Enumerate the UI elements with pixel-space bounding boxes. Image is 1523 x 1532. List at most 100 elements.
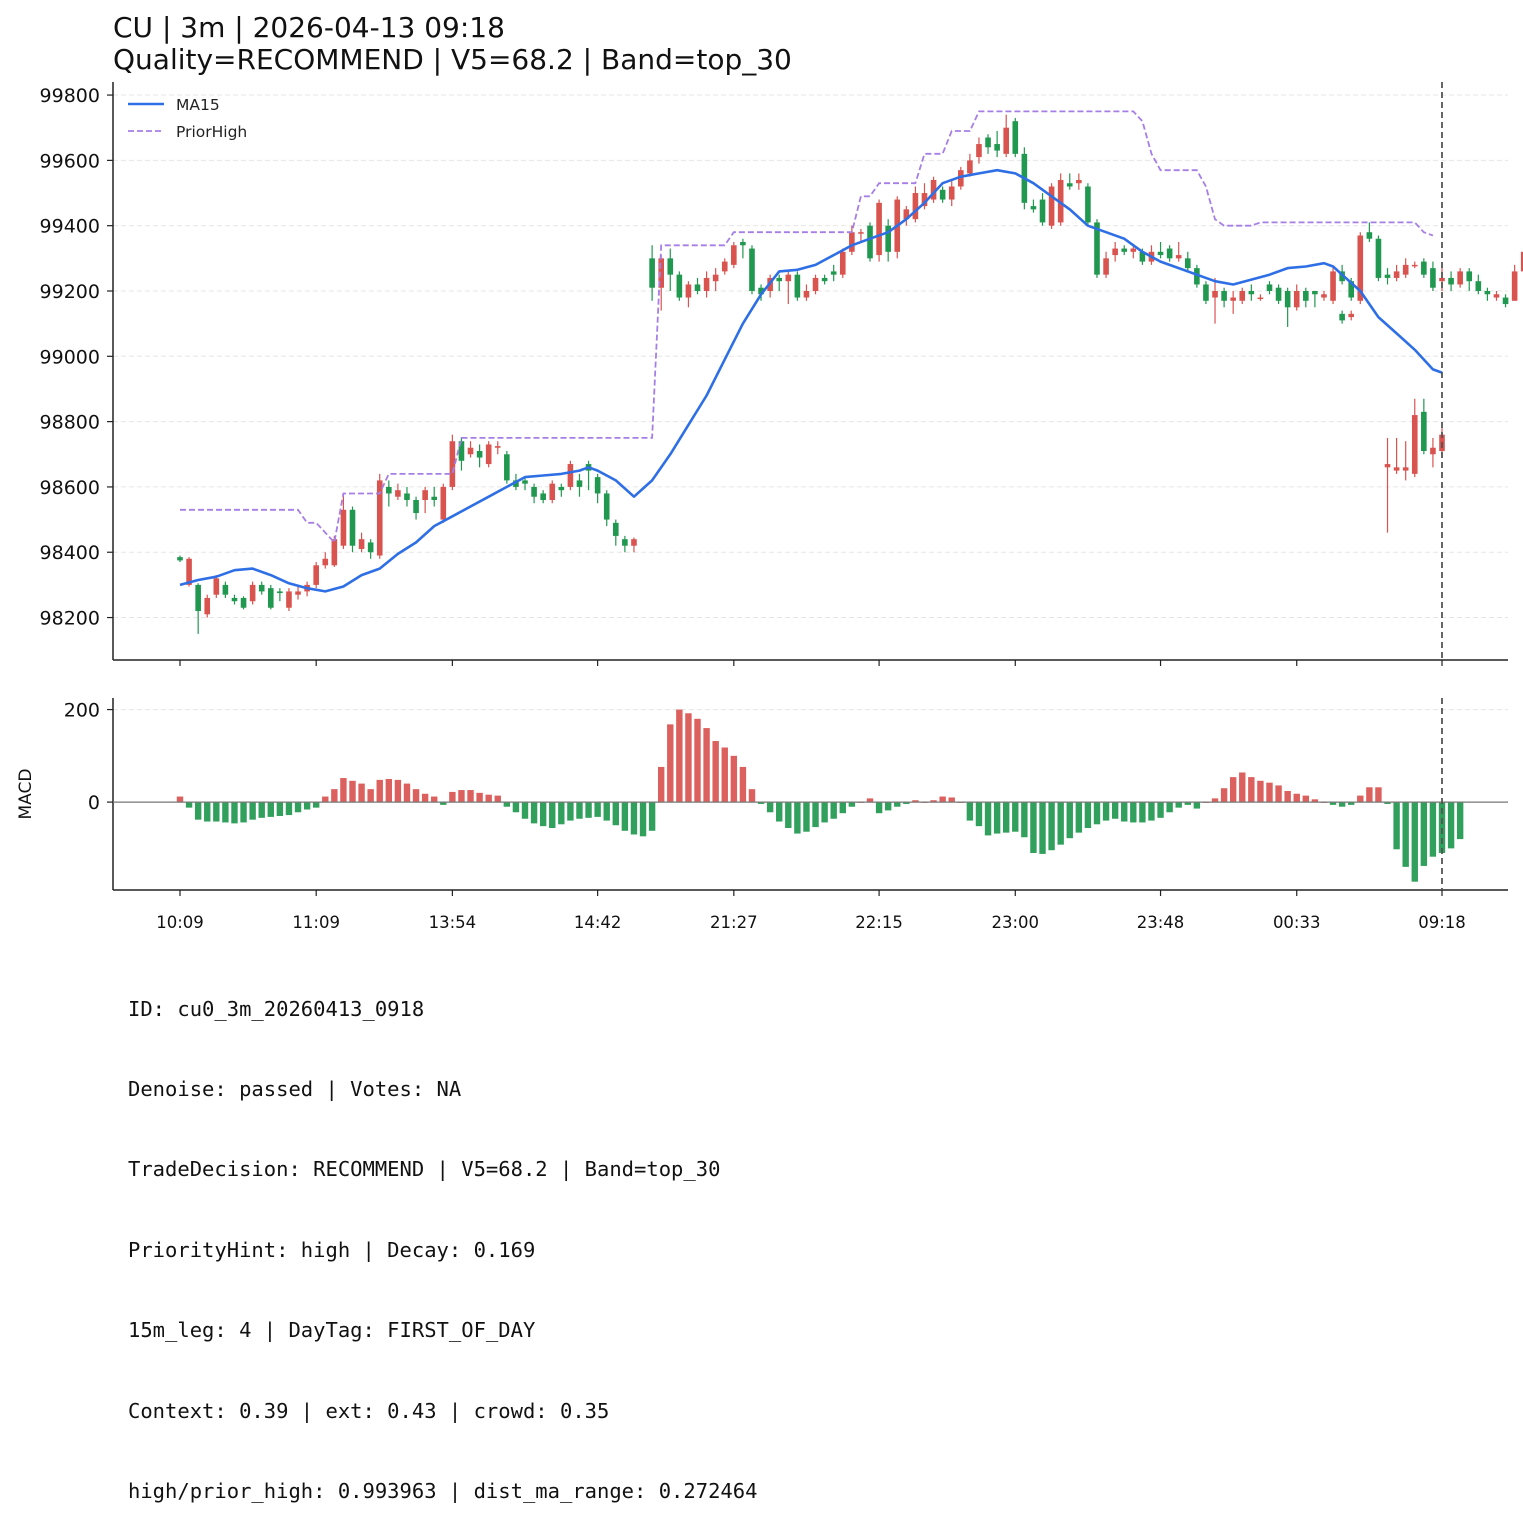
candle-body bbox=[1375, 238, 1382, 278]
macd-bar bbox=[1211, 798, 1219, 803]
legend: MA15 PriorHigh bbox=[128, 96, 247, 141]
candle bbox=[376, 473, 383, 559]
candle bbox=[649, 245, 655, 301]
macd-bar bbox=[1375, 787, 1382, 803]
price-y-tick-label: 98800 bbox=[40, 412, 100, 434]
macd-bar bbox=[848, 802, 856, 807]
macd-bar bbox=[558, 802, 565, 825]
price-y-ticks: 98200 98400 98600 98800 99000 99200 99400 99600… bbox=[40, 85, 113, 630]
candle-body bbox=[1157, 251, 1164, 256]
macd-bar bbox=[1357, 795, 1364, 803]
macd-bar bbox=[1066, 802, 1073, 839]
candle-body bbox=[712, 274, 719, 282]
candle bbox=[1457, 268, 1463, 288]
macd-bar bbox=[785, 802, 792, 829]
candle-body bbox=[1384, 464, 1391, 468]
macd-bar bbox=[757, 802, 765, 804]
candle-body bbox=[1439, 277, 1445, 282]
candle-body bbox=[1293, 290, 1300, 308]
macd-bar bbox=[1393, 802, 1400, 850]
candle-body bbox=[1402, 264, 1409, 275]
candle-body bbox=[876, 202, 882, 256]
candle-body bbox=[1230, 297, 1236, 301]
macd-bar bbox=[194, 802, 202, 820]
macd-bar bbox=[1420, 802, 1428, 866]
candle bbox=[440, 483, 447, 523]
candle-body bbox=[1130, 248, 1137, 252]
candle-body bbox=[667, 258, 674, 275]
macd-bar bbox=[1139, 802, 1146, 823]
macd-bar bbox=[730, 755, 738, 803]
macd-bar bbox=[1229, 777, 1237, 803]
candle bbox=[422, 486, 428, 514]
macd-bar bbox=[984, 802, 992, 836]
macd-bar bbox=[1384, 802, 1391, 804]
candle-body bbox=[504, 454, 510, 481]
candle-body bbox=[249, 584, 256, 602]
candle bbox=[994, 130, 1000, 158]
info-panel: ID: cu0_3m_20260413_0918 Denoise: passed… bbox=[128, 942, 757, 1532]
macd-bar bbox=[766, 802, 774, 813]
macd-bar bbox=[1348, 802, 1355, 805]
macd-bar bbox=[385, 778, 393, 803]
macd-bar bbox=[657, 766, 665, 803]
candle bbox=[540, 490, 546, 504]
candle bbox=[258, 581, 265, 595]
candle bbox=[839, 248, 846, 278]
candle bbox=[1375, 235, 1382, 282]
candle bbox=[1520, 251, 1523, 272]
candle bbox=[195, 583, 201, 634]
candle-body bbox=[885, 225, 891, 252]
candle bbox=[749, 245, 755, 295]
candle-body bbox=[703, 277, 710, 291]
candle bbox=[567, 460, 574, 491]
x-tick-label: 13:54 bbox=[429, 913, 477, 932]
candle-body bbox=[395, 490, 401, 497]
candle bbox=[903, 206, 910, 226]
macd-bar bbox=[975, 802, 983, 827]
candle-body bbox=[531, 486, 537, 497]
candle bbox=[1275, 284, 1282, 305]
candle bbox=[367, 539, 374, 559]
candle-body bbox=[1502, 297, 1509, 305]
price-y-tick-label: 98200 bbox=[40, 608, 100, 630]
candle bbox=[612, 519, 619, 546]
candle-body bbox=[540, 493, 546, 500]
info-line-denoise: Denoise: passed | Votes: NA bbox=[128, 1076, 462, 1101]
candle-body bbox=[622, 539, 628, 546]
candle bbox=[1048, 183, 1055, 229]
macd-bar bbox=[1411, 802, 1418, 882]
x-tick-label: 23:48 bbox=[1137, 913, 1185, 932]
candle bbox=[1221, 287, 1227, 308]
macd-bar bbox=[367, 789, 374, 803]
candle bbox=[449, 434, 456, 491]
candle-body bbox=[222, 584, 229, 595]
macd-bar bbox=[1157, 802, 1164, 818]
macd-bar bbox=[276, 802, 284, 816]
chart-title: CU | 3m | 2026-04-13 09:18 bbox=[113, 11, 505, 44]
price-y-tick-label: 99200 bbox=[40, 281, 100, 303]
candle bbox=[1411, 398, 1418, 478]
macd-bar bbox=[803, 802, 810, 832]
macd-y-tick-label: 200 bbox=[64, 700, 100, 722]
candle-body bbox=[948, 186, 955, 200]
macd-bar bbox=[476, 792, 483, 803]
candle-body bbox=[1030, 206, 1037, 210]
candle-body bbox=[594, 477, 601, 494]
candle-body bbox=[830, 271, 837, 275]
candle-body bbox=[1384, 274, 1391, 278]
candle-body bbox=[1166, 248, 1173, 259]
candle-body bbox=[694, 284, 701, 291]
candle-body bbox=[939, 189, 946, 200]
candle bbox=[1430, 261, 1436, 291]
candle-body bbox=[658, 258, 664, 288]
candle-body bbox=[240, 597, 247, 608]
x-tick-label: 21:27 bbox=[710, 913, 758, 932]
overlay-lines bbox=[179, 110, 1443, 593]
candle bbox=[1339, 310, 1345, 324]
candle bbox=[1030, 199, 1037, 213]
candle bbox=[785, 271, 792, 305]
candle bbox=[286, 588, 292, 612]
macd-bar bbox=[294, 802, 302, 813]
macd-bar bbox=[639, 802, 647, 837]
